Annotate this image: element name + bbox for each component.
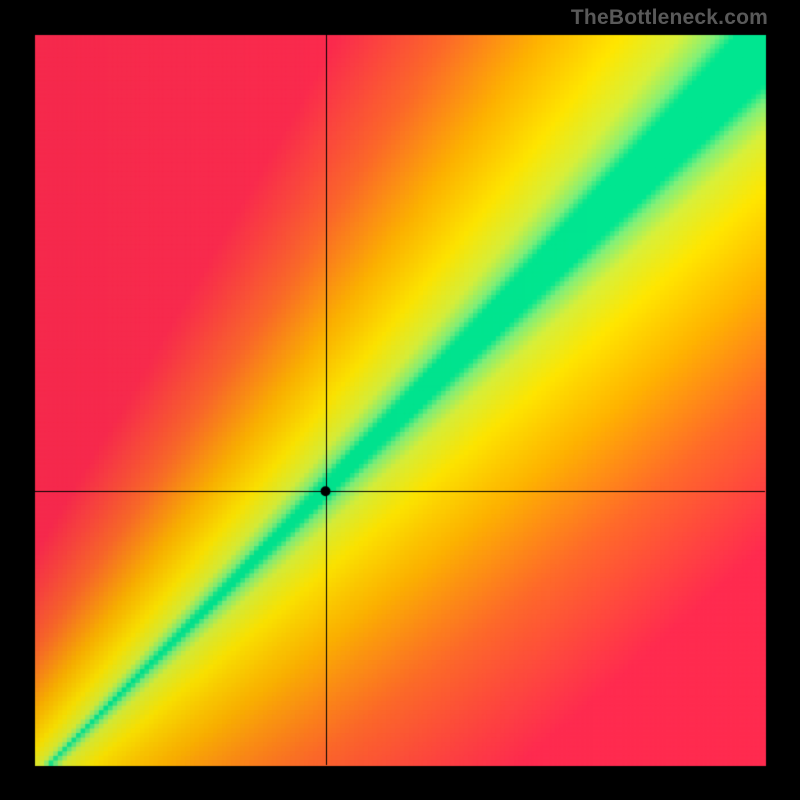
bottleneck-heatmap bbox=[0, 0, 800, 800]
watermark-text: TheBottleneck.com bbox=[571, 6, 768, 30]
chart-container: TheBottleneck.com bbox=[0, 0, 800, 800]
